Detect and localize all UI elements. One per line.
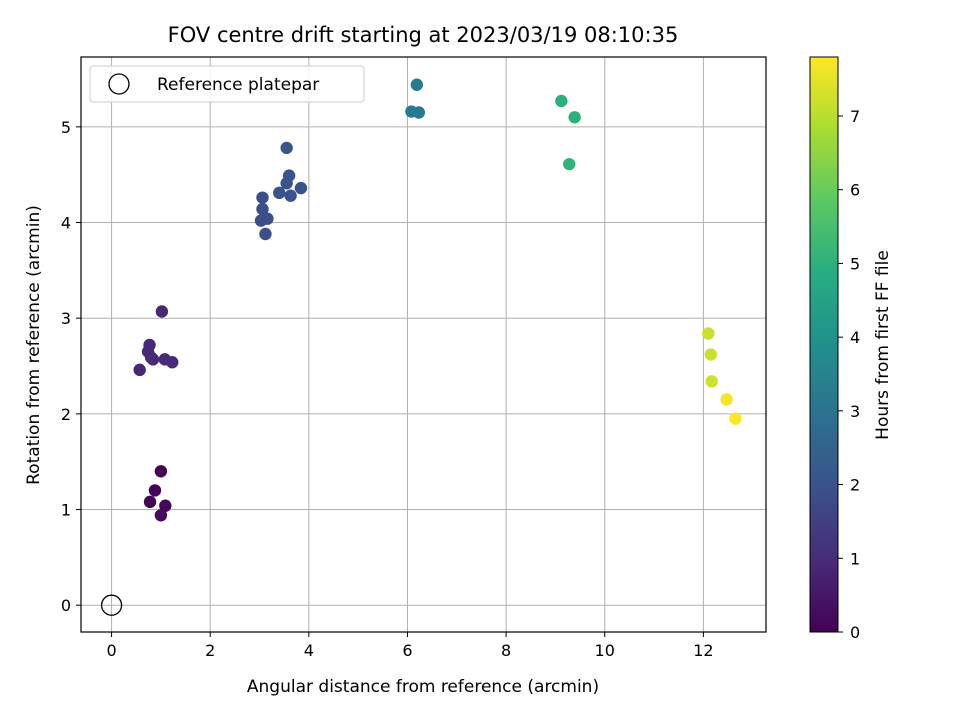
- data-point: [256, 191, 269, 204]
- x-axis-ticks: 0 2 4 6 8 10 12: [106, 632, 714, 660]
- colorbar-tick-label: 6: [850, 181, 860, 200]
- legend: Reference platepar: [89, 65, 365, 103]
- legend-box: [89, 65, 365, 103]
- data-point: [705, 375, 718, 388]
- x-tick-label: 10: [595, 641, 615, 660]
- data-point: [273, 186, 286, 200]
- data-point: [563, 157, 576, 171]
- chart-title: FOV centre drift starting at 2023/03/19 …: [168, 23, 679, 47]
- data-point: [720, 393, 733, 406]
- x-tick-label: 0: [106, 641, 116, 660]
- data-point: [729, 412, 742, 425]
- data-point: [702, 327, 715, 340]
- data-point: [410, 78, 424, 91]
- plot-frame: [80, 56, 767, 633]
- colorbar-tick-label: 7: [850, 107, 860, 126]
- reference-marker: [100, 594, 123, 616]
- y-tick-label: 2: [61, 405, 71, 424]
- data-point: [280, 177, 293, 190]
- colorbar-gradient: [809, 56, 839, 633]
- data-point: [146, 353, 160, 366]
- y-tick-label: 4: [61, 214, 71, 233]
- data-point: [568, 111, 581, 124]
- colorbar-tick-label: 0: [850, 623, 860, 642]
- colorbar-tick-label: 4: [850, 328, 860, 347]
- colorbar-label: Hours from first FF file: [873, 250, 893, 440]
- data-point: [133, 363, 146, 377]
- data-point: [155, 305, 169, 318]
- x-tick-label: 6: [402, 641, 412, 660]
- data-point: [280, 141, 293, 155]
- y-tick-label: 5: [61, 118, 71, 137]
- data-point: [704, 348, 717, 361]
- data-points: [133, 78, 742, 522]
- y-tick-label: 0: [61, 596, 71, 615]
- colorbar: 0 1 2 3 4 5 6 7 Hours from first FF file: [809, 56, 893, 642]
- data-point: [159, 499, 172, 512]
- data-point: [259, 227, 272, 241]
- data-point: [154, 465, 168, 478]
- colorbar-tick-label: 1: [850, 549, 860, 568]
- data-point: [412, 106, 426, 119]
- data-point: [254, 214, 268, 227]
- y-axis-label: Rotation from reference (arcmin): [24, 205, 44, 485]
- data-point: [294, 181, 308, 195]
- y-tick-label: 1: [61, 501, 71, 520]
- reference-marker-layer: [100, 594, 123, 616]
- grid-lines: [81, 57, 766, 632]
- data-point: [143, 495, 157, 509]
- colorbar-tick-label: 5: [850, 254, 860, 273]
- x-tick-label: 2: [205, 641, 215, 660]
- y-tick-label: 3: [61, 309, 71, 328]
- data-point: [148, 484, 162, 497]
- y-axis-ticks: 0 1 2 3 4 5: [61, 118, 81, 615]
- colorbar-tick-label: 2: [850, 476, 860, 495]
- x-tick-label: 12: [693, 641, 713, 660]
- data-point: [284, 189, 297, 202]
- colorbar-ticks: 0 1 2 3 4 5 6 7: [838, 107, 860, 642]
- data-point: [154, 509, 168, 522]
- colorbar-tick-label: 3: [850, 402, 860, 421]
- legend-label: Reference platepar: [157, 75, 319, 95]
- data-point: [555, 94, 568, 108]
- legend-marker: [108, 73, 130, 95]
- data-point: [256, 202, 269, 216]
- x-tick-label: 8: [501, 641, 511, 660]
- x-tick-label: 4: [304, 641, 314, 660]
- x-axis-label: Angular distance from reference (arcmin): [247, 677, 599, 697]
- data-point: [166, 355, 179, 369]
